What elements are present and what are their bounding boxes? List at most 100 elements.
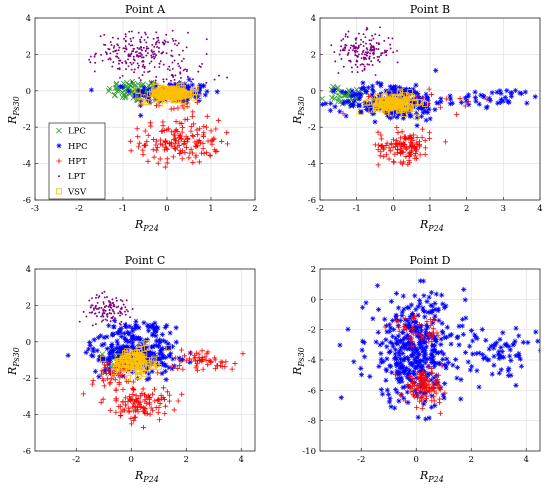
- data-point-lpt: [105, 53, 108, 56]
- data-point-hpt: [160, 119, 166, 125]
- data-point-hpc: [462, 349, 469, 356]
- data-point-hpt: [224, 130, 230, 136]
- data-point-lpt: [124, 313, 127, 316]
- data-point-lpt: [342, 65, 345, 68]
- data-point-hpc: [363, 89, 369, 95]
- data-point-hpt: [189, 113, 195, 119]
- data-point-hpc: [119, 84, 126, 90]
- data-point-hpc: [141, 84, 147, 91]
- data-point-hpt: [175, 398, 181, 404]
- data-point-lpt: [144, 50, 147, 52]
- data-point-hpc: [151, 350, 157, 356]
- data-point-hpt: [131, 417, 137, 423]
- data-point-hpt: [390, 159, 397, 165]
- data-point-lpt: [389, 43, 392, 46]
- data-point-lpt: [372, 53, 375, 56]
- data-point-hpt: [408, 149, 414, 155]
- data-point-lpt: [124, 306, 127, 309]
- x-axis-label-main: R: [134, 218, 143, 231]
- data-point-hpc: [403, 86, 409, 92]
- data-point-hpt: [379, 143, 385, 150]
- data-point-hpc: [418, 389, 424, 395]
- data-point-hpc: [508, 93, 514, 100]
- x-tick-label: -3: [31, 204, 39, 214]
- data-point-hpc: [415, 362, 421, 368]
- data-point-lpt: [106, 319, 109, 322]
- data-point-vsv: [193, 85, 200, 92]
- data-point-lpt: [125, 322, 128, 325]
- data-point-hpc: [359, 304, 366, 311]
- legend-label-hpt: HPT: [68, 157, 87, 167]
- data-point-lpt: [110, 316, 113, 319]
- series-hpt: [80, 347, 246, 431]
- data-point-hpt: [427, 317, 434, 323]
- data-point-hpc: [432, 313, 438, 319]
- data-point-vsv: [405, 103, 412, 110]
- data-point-lpt: [177, 42, 180, 45]
- data-point-hpc: [394, 338, 400, 344]
- data-point-lpt: [112, 303, 115, 306]
- data-point-hpc: [394, 389, 400, 395]
- x-tick-label: 2: [252, 204, 257, 214]
- data-point-hpt: [181, 141, 187, 147]
- data-point-lpt: [181, 49, 184, 52]
- data-point-hpc: [391, 327, 397, 333]
- data-point-hpc: [422, 346, 428, 352]
- data-point-vsv: [134, 87, 141, 94]
- data-point-lpt: [116, 67, 119, 70]
- data-point-hpc: [350, 92, 356, 98]
- data-point-hpt: [107, 379, 113, 385]
- data-point-lpt: [144, 33, 147, 36]
- data-point-hpt: [184, 116, 191, 122]
- data-point-hpc: [404, 354, 411, 361]
- data-point-hpt: [167, 392, 173, 398]
- data-point-hpc: [393, 387, 399, 393]
- data-point-hpc: [407, 367, 413, 373]
- data-point-hpt: [387, 148, 393, 154]
- data-point-lpt: [373, 56, 376, 59]
- data-point-hpt: [405, 381, 411, 388]
- data-point-hpt: [427, 388, 433, 394]
- data-point-lpt: [362, 45, 365, 47]
- x-ticks: -2 0 2 4: [72, 448, 244, 465]
- data-point-hpc: [88, 87, 95, 93]
- data-point-hpt: [102, 365, 108, 371]
- data-point-lpt: [112, 301, 115, 304]
- data-point-hpt: [388, 141, 394, 148]
- data-point-hpc: [132, 325, 138, 332]
- data-point-hpt: [143, 394, 150, 400]
- data-point-hpt: [159, 128, 165, 134]
- data-point-lpt: [100, 53, 103, 56]
- data-point-hpc: [151, 355, 157, 361]
- data-point-vsv: [121, 365, 128, 372]
- data-point-lpt: [176, 44, 179, 47]
- data-point-lpc: [116, 86, 123, 93]
- data-point-lpt: [120, 306, 123, 309]
- data-point-lpt: [113, 312, 116, 315]
- data-point-hpc: [470, 351, 476, 357]
- data-point-lpt: [163, 39, 166, 42]
- data-point-hpc: [462, 95, 469, 101]
- data-point-vsv: [187, 91, 194, 98]
- data-point-hpc: [129, 336, 135, 342]
- data-point-hpc: [399, 309, 405, 315]
- data-point-hpt: [194, 367, 201, 373]
- data-point-hpc: [411, 99, 417, 105]
- x-tick-label: 2: [469, 455, 474, 465]
- data-point-hpt: [424, 319, 430, 325]
- data-point-lpt: [151, 44, 154, 46]
- data-point-lpt: [174, 39, 177, 42]
- data-point-hpc: [384, 356, 390, 362]
- data-point-hpt: [397, 392, 404, 398]
- data-point-lpt: [145, 41, 148, 44]
- data-point-lpt: [370, 60, 373, 63]
- data-point-lpt: [147, 52, 149, 55]
- data-point-hpc: [404, 334, 410, 340]
- x-tick-label: -2: [316, 204, 324, 214]
- data-point-hpc: [414, 358, 420, 365]
- data-point-hpt: [104, 376, 110, 382]
- data-point-hpc: [432, 306, 438, 312]
- data-point-hpc: [123, 338, 129, 344]
- data-point-hpc: [412, 350, 418, 356]
- data-point-hpc: [142, 93, 148, 99]
